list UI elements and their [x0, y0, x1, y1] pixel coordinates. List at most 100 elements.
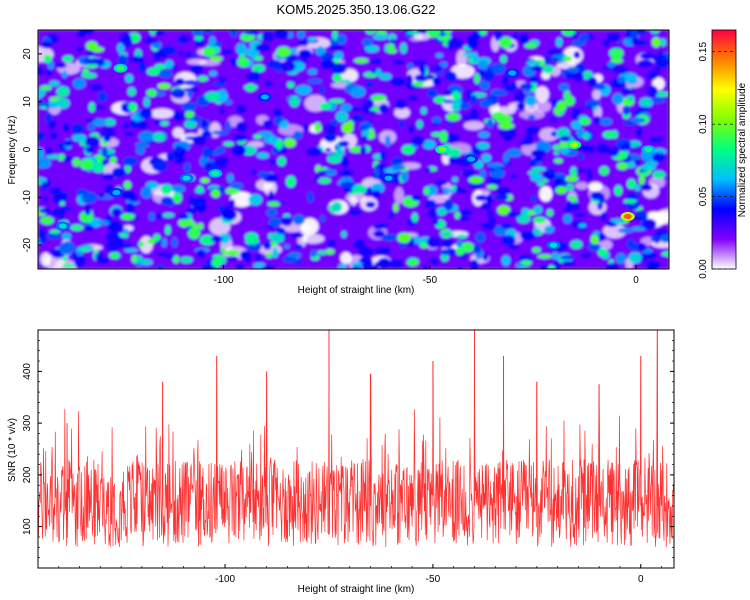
- heatmap-hotspot: [211, 170, 220, 176]
- heatmap-blob: [103, 133, 111, 142]
- heatmap-blob: [639, 174, 645, 185]
- heatmap-blob: [178, 213, 189, 220]
- heatmap-blob: [549, 117, 557, 123]
- snr-series-line: [38, 330, 674, 548]
- heatmap-blob: [391, 164, 406, 171]
- heatmap-blob: [439, 232, 455, 237]
- heatmap-blob: [139, 108, 153, 119]
- heatmap-blob: [271, 232, 285, 243]
- heatmap-blob: [201, 130, 213, 139]
- heatmap-blob: [77, 247, 91, 252]
- heatmap-blob: [353, 239, 366, 250]
- heatmap-blob: [566, 66, 580, 73]
- heatmap-blob: [70, 224, 84, 231]
- heatmap-blob: [221, 209, 237, 221]
- heatmap-blob: [105, 242, 120, 252]
- snr-x-axis-label: Height of straight line (km): [298, 584, 415, 595]
- heatmap-blob: [363, 264, 379, 269]
- heatmap-blob: [597, 247, 608, 257]
- heatmap-blob: [528, 114, 536, 120]
- heatmap-blob: [406, 257, 419, 266]
- heatmap-blob: [547, 167, 556, 174]
- heatmap-blob: [120, 213, 135, 220]
- heatmap-blob: [622, 105, 631, 115]
- heatmap-blob: [230, 182, 243, 190]
- heatmap-blob: [212, 254, 224, 259]
- heatmap-blob: [85, 41, 98, 51]
- heatmap-blob: [211, 189, 221, 198]
- heatmap-hotspot: [112, 189, 121, 196]
- heatmap-blob: [419, 64, 426, 76]
- heatmap-blob: [171, 237, 178, 248]
- heatmap-blob: [520, 259, 532, 266]
- heatmap-blob: [530, 194, 537, 203]
- heatmap-blob: [635, 126, 643, 138]
- heatmap-blob: [574, 212, 586, 217]
- heatmap-hotspot: [260, 94, 269, 100]
- heatmap-blob: [151, 41, 162, 49]
- heatmap-blob: [621, 87, 631, 94]
- heatmap-blob: [581, 252, 592, 259]
- heatmap-blob: [533, 216, 547, 224]
- heatmap-blob: [61, 70, 68, 78]
- heatmap-blob: [306, 147, 322, 157]
- heatmap-blob: [651, 67, 661, 75]
- heatmap-blob: [444, 71, 457, 82]
- heatmap-blob: [173, 110, 185, 122]
- heatmap-blob: [283, 213, 291, 219]
- heatmap-blob: [394, 99, 408, 110]
- heatmap-blob: [489, 168, 505, 178]
- heatmap-blob: [330, 119, 339, 126]
- heatmap-blob: [578, 223, 586, 228]
- heatmap-low-patch: [474, 189, 491, 196]
- heatmap-blob: [452, 176, 458, 183]
- heatmap-blob: [323, 133, 337, 143]
- heatmap-blob: [531, 166, 546, 172]
- heatmap-blob: [370, 59, 383, 65]
- snr-y-tick-label: 300: [22, 414, 33, 431]
- heatmap-blob: [221, 49, 233, 55]
- heatmap-blob: [547, 48, 563, 56]
- heatmap-blob: [224, 204, 232, 212]
- heatmap-blob: [649, 97, 666, 104]
- heatmap-blob: [620, 143, 631, 151]
- heatmap-blob: [480, 222, 497, 231]
- heatmap-low-patch: [230, 191, 253, 208]
- heatmap-blob: [501, 255, 511, 266]
- heatmap-blob: [494, 225, 506, 236]
- heatmap-low-patch: [349, 195, 358, 206]
- heatmap-blob: [47, 61, 54, 70]
- heatmap-blob: [287, 252, 302, 259]
- heatmap-blob: [570, 166, 577, 178]
- heatmap-blob: [585, 99, 601, 107]
- heatmap-blob: [447, 40, 457, 51]
- heatmap-blob: [147, 238, 156, 245]
- heatmap-blob: [506, 148, 522, 157]
- heatmap-blob: [314, 121, 322, 133]
- heatmap-blob: [243, 30, 259, 35]
- heatmap-blob: [412, 59, 427, 65]
- heatmap-blob: [315, 46, 326, 56]
- heatmap-blob: [547, 265, 556, 269]
- heatmap-blob: [82, 68, 89, 74]
- heatmap-blob: [225, 249, 240, 256]
- heatmap-blob: [482, 70, 495, 82]
- heatmap-blob: [443, 89, 452, 96]
- heatmap-blob: [567, 194, 576, 200]
- heatmap-blob: [413, 235, 419, 245]
- heatmap-blob: [446, 123, 454, 128]
- heatmap-blob: [329, 98, 345, 104]
- heatmap-blob: [165, 225, 171, 235]
- heatmap-blob: [74, 256, 85, 268]
- heatmap-blob: [544, 54, 551, 65]
- heatmap-y-tick-label: 20: [22, 48, 33, 60]
- heatmap-blob: [630, 30, 638, 39]
- heatmap-blob: [152, 132, 166, 142]
- heatmap-hotspot: [644, 146, 653, 153]
- heatmap-blob: [623, 199, 637, 204]
- heatmap-blob: [494, 194, 509, 201]
- heatmap-blob: [210, 236, 223, 243]
- heatmap-blob: [408, 124, 415, 134]
- heatmap-blob: [72, 157, 81, 167]
- heatmap-blob: [401, 144, 415, 155]
